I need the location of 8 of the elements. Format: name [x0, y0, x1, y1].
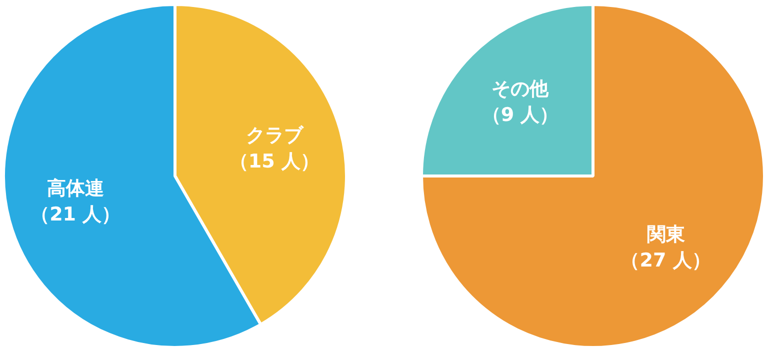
- slice-label: 高体連: [47, 178, 104, 200]
- data-label: （21 人）: [30, 204, 121, 226]
- data-label: （9 人）: [482, 104, 559, 126]
- data-label: （27 人）: [620, 250, 711, 272]
- slice-label: その他: [492, 78, 550, 100]
- data-label: （15 人）: [229, 150, 320, 172]
- slice-label: クラブ: [246, 124, 304, 146]
- slice-label: 関東: [646, 224, 686, 246]
